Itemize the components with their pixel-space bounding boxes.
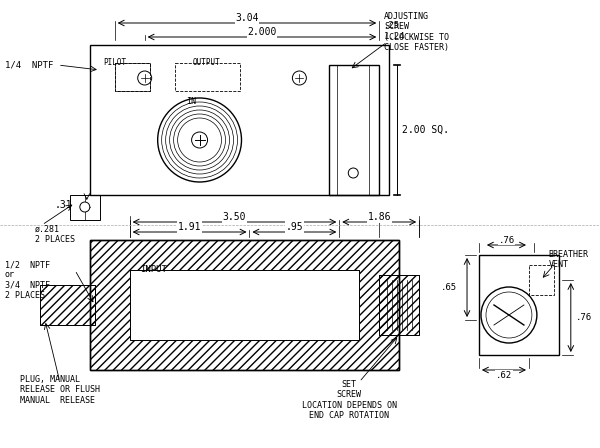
- Text: 1/2  NPTF
or
3/4  NPTF
2 PLACES: 1/2 NPTF or 3/4 NPTF 2 PLACES: [5, 260, 50, 300]
- Text: .31: .31: [55, 200, 73, 210]
- Text: BREATHER
VENT: BREATHER VENT: [549, 250, 589, 269]
- Bar: [115, 63, 149, 91]
- Bar: [90, 45, 389, 195]
- Bar: [90, 240, 399, 370]
- Bar: [40, 285, 95, 325]
- Circle shape: [486, 292, 532, 338]
- Bar: [70, 195, 100, 220]
- Circle shape: [348, 168, 358, 178]
- Circle shape: [292, 71, 307, 85]
- Text: 2.00 SQ.: 2.00 SQ.: [402, 125, 449, 135]
- Text: PILOT: PILOT: [103, 58, 127, 67]
- Bar: [40, 285, 95, 325]
- Circle shape: [161, 102, 238, 178]
- Text: .76: .76: [499, 236, 515, 245]
- Text: .76: .76: [576, 313, 592, 322]
- Text: SET
SCREW
LOCATION DEPENDS ON
END CAP ROTATION: SET SCREW LOCATION DEPENDS ON END CAP RO…: [302, 380, 397, 420]
- Text: OUTPUT: OUTPUT: [193, 58, 220, 67]
- Bar: [130, 270, 359, 340]
- Circle shape: [158, 98, 241, 182]
- Text: 1/4  NPTF: 1/4 NPTF: [5, 60, 53, 69]
- Circle shape: [191, 132, 208, 148]
- Bar: [479, 255, 559, 355]
- Text: 3.50: 3.50: [223, 212, 246, 222]
- Bar: [329, 65, 379, 195]
- Text: .62: .62: [496, 370, 512, 379]
- Text: 1.24: 1.24: [384, 32, 406, 41]
- Text: .25: .25: [384, 21, 400, 30]
- Bar: [115, 63, 149, 91]
- Circle shape: [80, 202, 90, 212]
- Text: 3.04: 3.04: [235, 13, 259, 23]
- Text: PLUG, MANUAL
RELEASE OR FLUSH
MANUAL  RELEASE: PLUG, MANUAL RELEASE OR FLUSH MANUAL REL…: [20, 375, 100, 405]
- Text: 1.86: 1.86: [367, 212, 391, 222]
- Text: INPUT: INPUT: [140, 265, 167, 274]
- Bar: [529, 265, 554, 295]
- Text: 1.91: 1.91: [178, 222, 202, 232]
- Circle shape: [170, 110, 230, 170]
- Text: .65: .65: [441, 283, 457, 292]
- Circle shape: [178, 118, 221, 162]
- Text: 2.000: 2.000: [247, 27, 277, 37]
- Circle shape: [481, 287, 537, 343]
- Bar: [379, 275, 419, 335]
- Text: IN: IN: [187, 97, 197, 106]
- Bar: [175, 63, 239, 91]
- Text: ø.281
2 PLACES: ø.281 2 PLACES: [35, 225, 75, 245]
- Bar: [130, 270, 359, 340]
- Circle shape: [166, 106, 233, 174]
- Circle shape: [173, 114, 226, 166]
- Bar: [90, 240, 399, 370]
- Text: .95: .95: [286, 222, 303, 232]
- Circle shape: [138, 71, 152, 85]
- Bar: [379, 275, 419, 335]
- Text: ADJUSTING
SCREW
(CLOCKWISE TO
CLOSE FASTER): ADJUSTING SCREW (CLOCKWISE TO CLOSE FAST…: [384, 12, 449, 52]
